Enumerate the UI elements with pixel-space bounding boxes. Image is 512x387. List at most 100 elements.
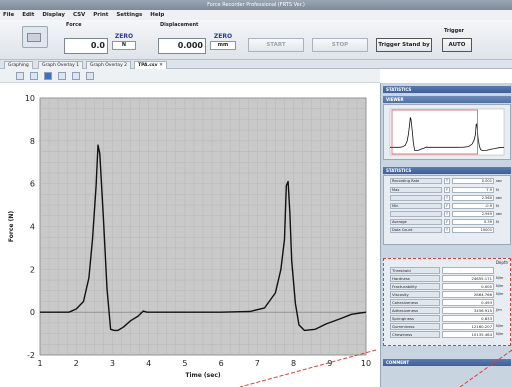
- x-tick-label: 4: [146, 359, 151, 368]
- x-tick-label: 2: [74, 359, 79, 368]
- stop-button[interactable]: STOP: [312, 38, 368, 52]
- menu-file[interactable]: File: [3, 12, 15, 18]
- y-tick-label: 4: [30, 223, 35, 232]
- stat-row: T 2.560 sec: [390, 194, 512, 201]
- stat-label: Min: [390, 203, 442, 209]
- stat-tag: T: [444, 227, 450, 233]
- close-tab-icon[interactable]: ✕: [159, 63, 163, 68]
- stat-value: 7.9: [452, 187, 494, 193]
- toolbar: Force 0.0 ZERO N Displacement 0.000 ZERO…: [0, 20, 512, 60]
- displacement-zero-button[interactable]: ZERO mm: [210, 33, 236, 50]
- section-header-statistics: STATISTICS: [383, 86, 511, 93]
- force-series-line: [40, 144, 367, 332]
- tpa-results-panel: Depth Threshold Hardness 24655.171 N/m F…: [383, 258, 511, 346]
- x-tick-label: 3: [110, 359, 115, 368]
- zoom-fit-icon[interactable]: [16, 72, 24, 80]
- section-header-comment: COMMENT: [383, 359, 511, 366]
- tpa-label: Fracturability: [390, 283, 440, 290]
- right-panel: STATISTICS VIEWER STATISTICS Recording R…: [380, 83, 512, 387]
- select-icon[interactable]: [44, 72, 52, 80]
- tpa-value: 0.833: [442, 315, 494, 322]
- tpa-row: Springiness 0.833: [390, 315, 512, 323]
- trigger-standby-button[interactable]: Trigger Stand by: [376, 38, 432, 52]
- force-zero-button[interactable]: ZERO N: [112, 33, 136, 50]
- stat-tag: T: [444, 210, 450, 217]
- menu-bar: File Edit Display CSV Print Settings Hel…: [0, 10, 512, 20]
- overview-minimap[interactable]: [384, 105, 510, 159]
- tpa-label: Springiness: [390, 315, 440, 322]
- y-tick-label: 0: [30, 308, 35, 317]
- minimap-viewport: [391, 109, 478, 155]
- menu-print[interactable]: Print: [93, 12, 109, 18]
- y-tick-label: 6: [30, 180, 35, 189]
- menu-help[interactable]: Help: [150, 12, 165, 18]
- stat-label: Max: [390, 187, 442, 193]
- tpa-label: Viscosity: [390, 291, 440, 298]
- x-tick-label: 10: [361, 359, 371, 368]
- stat-row: Average F 0.39 N: [390, 219, 512, 225]
- graph-icon-bar: [0, 69, 380, 83]
- stat-tag: F: [444, 187, 450, 193]
- x-tick-label: 1: [37, 359, 42, 368]
- x-axis-label: Time (sec): [185, 372, 220, 379]
- tpa-unit: N/m: [496, 332, 504, 336]
- x-tick-label: 5: [182, 359, 187, 368]
- device-icon[interactable]: [22, 26, 48, 48]
- menu-edit[interactable]: Edit: [22, 12, 35, 18]
- tpa-row: Threshold: [390, 267, 512, 275]
- tpa-row: Hardness 24655.171 N/m: [390, 275, 512, 283]
- x-tick-label: 8: [291, 359, 296, 368]
- force-label: Force: [66, 22, 82, 28]
- tpa-unit: N/m: [496, 284, 504, 288]
- measure-icon[interactable]: [72, 72, 80, 80]
- tpa-value: 0.493: [442, 299, 494, 306]
- tpa-value: 0.000: [442, 283, 494, 290]
- section-header-viewer: VIEWER: [383, 96, 511, 103]
- y-tick-label: 2: [30, 265, 35, 274]
- tab-tpa-csv[interactable]: TPA.csv ✕: [134, 61, 167, 69]
- menu-csv[interactable]: CSV: [72, 12, 86, 18]
- tpa-header: Depth: [495, 260, 508, 265]
- x-tick-label: 9: [327, 359, 332, 368]
- displacement-zero-label: ZERO: [213, 33, 233, 40]
- menu-display[interactable]: Display: [42, 12, 66, 18]
- stat-tag: F: [444, 203, 450, 209]
- pan-icon[interactable]: [58, 72, 66, 80]
- menu-settings[interactable]: Settings: [116, 12, 143, 18]
- tpa-label: Threshold: [390, 267, 440, 274]
- force-time-chart[interactable]: 1 2 3 4 5 6 7 8 9 10 -2 0 2 4 6 8 10 Time (sec) Force (N): [0, 83, 380, 387]
- minimap-series-line: [390, 117, 505, 152]
- tab-graph-overlay-1[interactable]: Graph Overlay 1: [38, 61, 84, 69]
- displacement-value: 0.000: [158, 38, 206, 54]
- force-unit: N: [112, 41, 136, 50]
- tpa-label: Adhesiveness: [390, 307, 440, 314]
- minimap-background: [389, 108, 505, 156]
- stat-value: 2.560: [452, 194, 494, 201]
- tpa-row: Chewiness 10135.464 N/m: [390, 331, 512, 339]
- trigger-mode-button[interactable]: AUTO: [442, 38, 472, 52]
- title-bar: Force Recorder Professional (FRTS Ver.): [0, 0, 512, 10]
- stat-unit: sec: [496, 195, 503, 200]
- stat-value: 10001: [452, 227, 494, 233]
- section-header-statistics-2: STATISTICS: [383, 167, 511, 174]
- displacement-unit: mm: [210, 41, 236, 50]
- stat-label: Recording Rate: [390, 178, 442, 184]
- export-icon[interactable]: [86, 72, 94, 80]
- tab-graphing[interactable]: Graphing: [4, 61, 33, 69]
- stat-unit: N: [496, 204, 499, 208]
- zoom-in-icon[interactable]: [30, 72, 38, 80]
- stat-tag: F: [444, 219, 450, 225]
- tab-graph-overlay-2[interactable]: Graph Overlay 2: [86, 61, 132, 69]
- tpa-value: [442, 267, 494, 274]
- tpa-value: 12160.207: [442, 323, 494, 330]
- tpa-row: Adhesiveness 3456.915 J/m: [390, 307, 512, 315]
- stat-value: 0.39: [452, 219, 494, 225]
- stat-unit: N: [496, 220, 499, 224]
- start-button[interactable]: START: [248, 38, 304, 52]
- stat-label: [390, 194, 442, 201]
- viewer-panel: [383, 104, 511, 160]
- force-zero-label: ZERO: [114, 33, 134, 40]
- y-tick-label: -2: [27, 351, 35, 360]
- tpa-value: 10135.464: [442, 331, 494, 338]
